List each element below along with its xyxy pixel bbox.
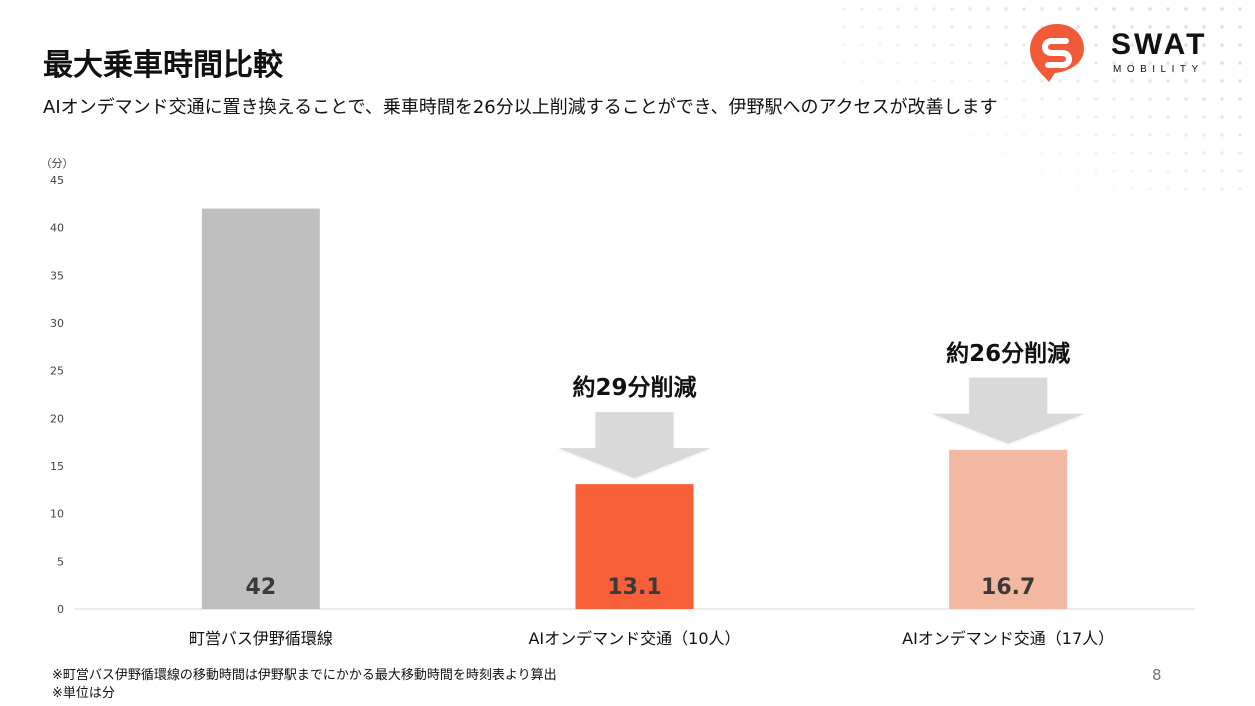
bar <box>575 484 694 609</box>
x-tick-label: AIオンデマンド交通（10人） <box>528 629 740 648</box>
y-axis-unit-label: （分） <box>41 157 74 170</box>
y-tick-label: 0 <box>57 603 64 616</box>
reduction-annotation: 約29分削減 <box>572 374 696 401</box>
page-subtitle: AIオンデマンド交通に置き換えることで、乗車時間を26分以上削減することができ、… <box>43 97 998 118</box>
y-tick-label: 45 <box>50 174 64 187</box>
page-title: 最大乗車時間比較 <box>43 48 283 83</box>
y-tick-label: 10 <box>50 508 64 521</box>
reduction-arrow <box>932 377 1085 444</box>
y-tick-label: 35 <box>50 269 64 282</box>
logo-wordmark: SWAT <box>1111 28 1208 61</box>
x-tick-label: AIオンデマンド交通（17人） <box>902 629 1114 648</box>
swat-mobility-logo: SWAT MOBILITY <box>1028 22 1228 84</box>
y-tick-label: 20 <box>50 412 64 425</box>
swat-logo-icon <box>1030 24 1084 82</box>
y-tick-label: 40 <box>50 222 64 235</box>
data-label: 13.1 <box>607 575 661 600</box>
reduction-arrow <box>558 412 711 479</box>
footnote-1: ※町営バス伊野循環線の移動時間は伊野駅までにかかる最大移動時間を時刻表より算出 <box>52 668 557 683</box>
y-tick-label: 30 <box>50 317 64 330</box>
y-tick-label: 15 <box>50 460 64 473</box>
y-tick-label: 5 <box>57 555 64 568</box>
data-label: 16.7 <box>981 575 1035 600</box>
footnote-2: ※単位は分 <box>52 686 115 701</box>
footnotes: ※町営バス伊野循環線の移動時間は伊野駅までにかかる最大移動時間を時刻表より算出 … <box>52 667 557 703</box>
bar <box>949 449 1068 609</box>
page-number: 8 <box>1152 666 1162 684</box>
x-tick-label: 町営バス伊野循環線 <box>189 629 333 648</box>
y-tick-label: 25 <box>50 365 64 378</box>
reduction-annotation: 約26分削減 <box>946 340 1070 367</box>
logo-tagline: MOBILITY <box>1113 64 1204 75</box>
data-label: 42 <box>246 575 277 600</box>
bar <box>201 208 320 609</box>
